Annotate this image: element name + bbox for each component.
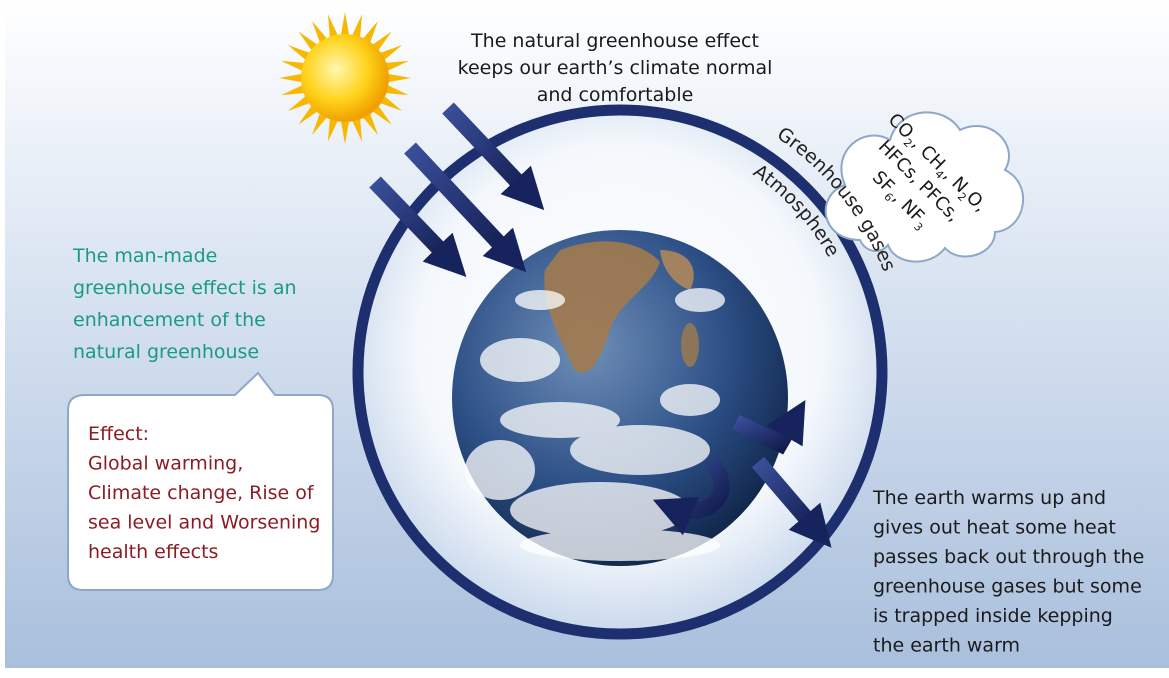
sun-ray	[373, 31, 392, 50]
arrows	[369, 102, 832, 548]
left-text-line: natural greenhouse	[73, 341, 259, 363]
effect-text-line: Global warming,	[88, 453, 243, 475]
sun-ray	[373, 106, 392, 125]
sun-ray	[312, 20, 327, 43]
sun-ray	[327, 119, 338, 142]
top-text-line: keeps our earth’s climate normal	[458, 57, 773, 79]
right-text-line: The earth warms up and	[872, 487, 1106, 509]
effect-text-line: Climate change, Rise of	[88, 482, 315, 504]
sun-ray	[312, 113, 327, 136]
right-text-line: gives out heat some heat	[873, 517, 1116, 539]
sun-ray	[386, 60, 409, 71]
sun-ray	[281, 60, 304, 71]
right-text-line: the earth warm	[873, 635, 1020, 657]
sun-ray	[327, 14, 338, 37]
sun-ray	[341, 12, 349, 35]
sun-ray	[298, 106, 317, 125]
texts: The natural greenhouse effect keeps our e…	[72, 30, 1144, 657]
top-text-line: The natural greenhouse effect	[470, 30, 759, 52]
left-text-line: The man-made	[72, 245, 217, 267]
sun-ray	[363, 20, 378, 43]
effect-text-line: health effects	[88, 541, 218, 563]
left-text-line: greenhouse effect is an	[73, 277, 297, 299]
sun-ray	[352, 14, 363, 37]
sun-ray	[298, 31, 317, 50]
sun	[279, 12, 411, 144]
sun-ray	[341, 121, 349, 144]
cloud	[824, 111, 1024, 263]
sun-ray	[386, 85, 409, 96]
sun-ray	[281, 85, 304, 96]
sun-ray	[352, 119, 363, 142]
effect-text-line: Effect:	[88, 423, 149, 445]
effect-text-line: sea level and Worsening	[88, 512, 320, 534]
right-text-line: greenhouse gases but some	[873, 576, 1142, 598]
sun-ray	[363, 113, 378, 136]
left-text-line: enhancement of the	[73, 309, 266, 331]
sun-ray	[380, 96, 403, 111]
sun-ray	[287, 96, 310, 111]
earth	[452, 230, 788, 566]
effect-box	[67, 371, 334, 591]
sun-ray	[287, 45, 310, 60]
right-text-line: is trapped inside kepping	[873, 605, 1113, 627]
sun-ray	[380, 45, 403, 60]
right-text-line: passes back out through the	[873, 546, 1144, 568]
top-text-line: and comfortable	[537, 84, 694, 106]
sun-ray	[279, 74, 302, 82]
sun-ray	[388, 74, 411, 82]
